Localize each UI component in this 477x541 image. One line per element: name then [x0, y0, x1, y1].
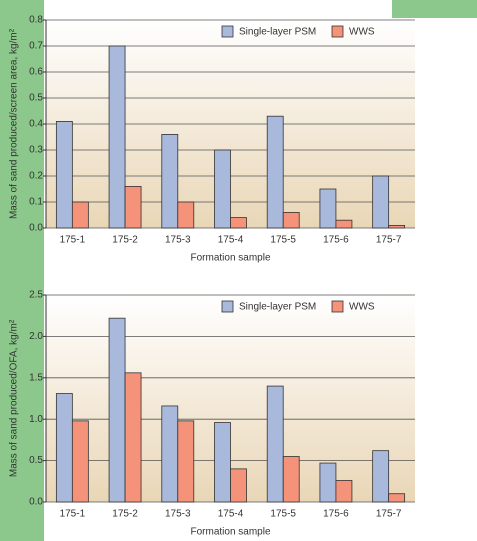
x-axis-label: Formation sample [190, 253, 270, 264]
bar [388, 224, 406, 229]
x-tick-label: 175-4 [218, 509, 244, 520]
bar [161, 133, 179, 229]
legend-swatch [221, 300, 234, 313]
bar [372, 450, 390, 503]
bar [266, 115, 284, 229]
bar [124, 372, 142, 503]
y-tick-label: 0.7 [29, 41, 43, 52]
bar [319, 462, 337, 503]
legend-swatch [331, 300, 344, 313]
y-axis-label: Mass of sand produced/screen area, kg/m² [9, 28, 20, 219]
bar [108, 45, 126, 229]
y-tick-label: 0.3 [29, 145, 43, 156]
x-tick-label: 175-3 [165, 235, 191, 246]
y-tick-label: 0.5 [29, 93, 43, 104]
x-tick-label: 175-1 [60, 235, 86, 246]
x-tick-label: 175-6 [323, 509, 349, 520]
bar [55, 393, 73, 503]
bar [71, 201, 89, 229]
bar [214, 422, 231, 503]
y-tick-label: 0.2 [29, 171, 43, 182]
x-tick-label: 175-3 [165, 509, 191, 520]
legend-label: Single-layer PSM [239, 27, 316, 38]
bar [282, 211, 300, 229]
bar [161, 405, 179, 503]
x-tick-label: 175-2 [112, 509, 138, 520]
bar [372, 175, 390, 229]
bar [71, 420, 89, 503]
bar [230, 217, 247, 229]
bar [230, 468, 247, 503]
y-tick-label: 2.0 [29, 331, 43, 342]
y-tick-label: 0.0 [29, 497, 43, 508]
bar [282, 456, 300, 503]
bar [319, 188, 337, 229]
bar [177, 201, 195, 229]
y-tick-label: 0.6 [29, 67, 43, 78]
bar [335, 480, 353, 503]
x-tick-label: 175-7 [376, 235, 402, 246]
legend-label: Single-layer PSM [239, 302, 316, 313]
bar [177, 420, 195, 503]
bar [55, 121, 73, 229]
legend-swatch [331, 25, 344, 38]
y-tick-label: 1.5 [29, 372, 43, 383]
bar [388, 493, 406, 503]
side-band [0, 0, 44, 541]
y-tick-label: 0.0 [29, 223, 43, 234]
y-tick-label: 1.0 [29, 414, 43, 425]
x-tick-label: 175-5 [270, 235, 296, 246]
bar [108, 317, 126, 503]
bar [124, 185, 142, 229]
y-tick-label: 0.8 [29, 15, 43, 26]
x-tick-label: 175-1 [60, 509, 86, 520]
y-tick-label: 0.1 [29, 197, 43, 208]
bar [335, 219, 353, 229]
legend-label: WWS [349, 27, 375, 38]
top-band [392, 0, 477, 18]
y-tick-label: 0.5 [29, 455, 43, 466]
x-tick-label: 175-7 [376, 509, 402, 520]
bar [214, 149, 231, 229]
x-tick-label: 175-6 [323, 235, 349, 246]
y-axis-label: Mass of sand produced/OFA, kg/m² [9, 319, 20, 477]
bar [266, 385, 284, 503]
y-tick-label: 2.5 [29, 290, 43, 301]
y-tick-label: 0.4 [29, 119, 43, 130]
x-axis-label: Formation sample [190, 527, 270, 538]
legend-swatch [221, 25, 234, 38]
x-tick-label: 175-5 [270, 509, 296, 520]
x-tick-label: 175-4 [218, 235, 244, 246]
x-tick-label: 175-2 [112, 235, 138, 246]
legend-label: WWS [349, 302, 375, 313]
